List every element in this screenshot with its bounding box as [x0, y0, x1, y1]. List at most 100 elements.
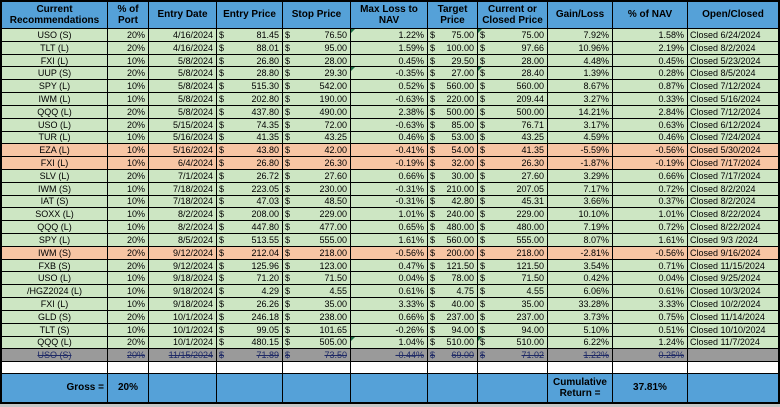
cell-target[interactable]: $69.00 — [428, 349, 478, 363]
cell-entry[interactable]: $41.35 — [217, 131, 283, 145]
cell-entry[interactable]: $246.18 — [217, 310, 283, 324]
cell-gain[interactable]: 7.19% — [548, 221, 613, 234]
cell-ticker[interactable]: QQQ (L) — [2, 105, 108, 119]
cell-port[interactable]: 20% — [108, 349, 149, 363]
cell-date[interactable]: 9/18/2024 — [149, 272, 217, 286]
cell-gain[interactable]: 1.39% — [548, 67, 613, 81]
cell-ticker[interactable]: SOXX (L) — [2, 208, 108, 222]
cell-nav[interactable]: 0.72% — [613, 182, 688, 196]
empty-cell[interactable] — [548, 362, 613, 374]
cell-port[interactable]: 10% — [108, 54, 149, 68]
cell-nav[interactable]: 0.87% — [613, 80, 688, 94]
cell-date[interactable]: 9/12/2024 — [149, 246, 217, 260]
cell-date[interactable]: 10/1/2024 — [149, 336, 217, 350]
cell-closed[interactable]: $4.55 — [478, 285, 548, 299]
cell-status[interactable]: Closed 8/2/2024 — [688, 195, 778, 209]
cell-stop[interactable]: $190.00 — [283, 93, 351, 106]
cell-closed[interactable]: $28.00 — [478, 54, 548, 68]
cell-target[interactable]: $40.00 — [428, 298, 478, 311]
cell-entry[interactable]: $99.05 — [217, 323, 283, 337]
cell-entry[interactable]: $28.80 — [217, 67, 283, 81]
footer-cell-max_loss[interactable] — [351, 374, 428, 402]
cell-gain[interactable]: -5.59% — [548, 144, 613, 158]
cell-ticker[interactable]: IWM (S) — [2, 182, 108, 196]
cell-max_loss[interactable]: -0.63% — [351, 118, 428, 132]
empty-cell[interactable] — [351, 362, 428, 374]
cell-gain[interactable]: 7.92% — [548, 29, 613, 42]
cell-closed[interactable]: $45.31 — [478, 195, 548, 209]
cell-closed[interactable]: $237.00 — [478, 310, 548, 324]
cell-ticker[interactable]: SLV (L) — [2, 169, 108, 183]
cell-entry[interactable]: $88.01 — [217, 41, 283, 55]
cell-nav[interactable]: 0.37% — [613, 195, 688, 209]
cell-status[interactable]: Closed 8/2/2024 — [688, 41, 778, 55]
cell-max_loss[interactable]: -0.31% — [351, 195, 428, 209]
cell-closed[interactable]: $560.00 — [478, 80, 548, 94]
cell-port[interactable]: 20% — [108, 234, 149, 247]
cell-port[interactable]: 10% — [108, 93, 149, 106]
cell-target[interactable]: $75.00 — [428, 29, 478, 42]
cell-closed[interactable]: $555.00 — [478, 234, 548, 247]
footer-cell-ticker[interactable]: Gross = — [2, 374, 108, 402]
cell-max_loss[interactable]: -0.31% — [351, 182, 428, 196]
cell-date[interactable]: 5/8/2024 — [149, 67, 217, 81]
header-status[interactable]: Open/Closed — [688, 2, 778, 29]
cell-status[interactable]: Closed 9/25/2024 — [688, 272, 778, 286]
cell-status[interactable]: Closed 11/14/2024 — [688, 310, 778, 324]
cell-date[interactable]: 5/16/2024 — [149, 131, 217, 145]
cell-stop[interactable]: $95.00 — [283, 41, 351, 55]
header-entry[interactable]: Entry Price — [217, 2, 283, 29]
cell-port[interactable]: 10% — [108, 285, 149, 299]
cell-entry[interactable]: $71.20 — [217, 272, 283, 286]
cell-gain[interactable]: 3.17% — [548, 118, 613, 132]
cell-port[interactable]: 10% — [108, 131, 149, 145]
cell-ticker[interactable]: TLT (S) — [2, 323, 108, 337]
cell-stop[interactable]: $26.30 — [283, 157, 351, 170]
cell-nav[interactable]: 0.28% — [613, 67, 688, 81]
cell-stop[interactable]: $48.50 — [283, 195, 351, 209]
cell-target[interactable]: $32.00 — [428, 157, 478, 170]
cell-status[interactable]: Closed 9/3 /2024 — [688, 234, 778, 247]
cell-status[interactable] — [688, 349, 778, 363]
cell-date[interactable]: 5/8/2024 — [149, 105, 217, 119]
cell-ticker[interactable]: USO (S) — [2, 29, 108, 42]
cell-closed[interactable]: $209.44 — [478, 93, 548, 106]
cell-status[interactable]: Closed 9/16/2024 — [688, 246, 778, 260]
cell-nav[interactable]: 0.45% — [613, 54, 688, 68]
cell-target[interactable]: $510.00 — [428, 336, 478, 350]
empty-cell[interactable] — [217, 362, 283, 374]
empty-cell[interactable] — [688, 362, 778, 374]
cell-gain[interactable]: 10.10% — [548, 208, 613, 222]
cell-nav[interactable]: 1.24% — [613, 336, 688, 350]
cell-stop[interactable]: $35.00 — [283, 298, 351, 311]
cell-closed[interactable]: $510.00 — [478, 336, 548, 350]
header-gain[interactable]: Gain/Loss — [548, 2, 613, 29]
cell-ticker[interactable]: TUR (L) — [2, 131, 108, 145]
header-ticker[interactable]: Current Recommendations — [2, 2, 108, 29]
cell-date[interactable]: 5/8/2024 — [149, 80, 217, 94]
cell-target[interactable]: $210.00 — [428, 182, 478, 196]
cell-entry[interactable]: $4.29 — [217, 285, 283, 299]
cell-closed[interactable]: $26.30 — [478, 157, 548, 170]
cell-nav[interactable]: 0.71% — [613, 259, 688, 273]
footer-cell-status[interactable] — [688, 374, 778, 402]
cell-port[interactable]: 10% — [108, 80, 149, 94]
cell-stop[interactable]: $43.25 — [283, 131, 351, 145]
cell-entry[interactable]: $43.80 — [217, 144, 283, 158]
footer-cell-nav[interactable]: 37.81% — [613, 374, 688, 402]
cell-entry[interactable]: $71.89 — [217, 349, 283, 363]
cell-nav[interactable]: 0.61% — [613, 285, 688, 299]
cell-stop[interactable]: $505.00 — [283, 336, 351, 350]
empty-cell[interactable] — [108, 362, 149, 374]
header-port[interactable]: % of Port — [108, 2, 149, 29]
cell-stop[interactable]: $4.55 — [283, 285, 351, 299]
cell-stop[interactable]: $73.50 — [283, 349, 351, 363]
cell-closed[interactable]: $121.50 — [478, 259, 548, 273]
cell-stop[interactable]: $28.00 — [283, 54, 351, 68]
cell-target[interactable]: $100.00 — [428, 41, 478, 55]
footer-cell-port[interactable]: 20% — [108, 374, 149, 402]
cell-port[interactable]: 10% — [108, 144, 149, 158]
cell-ticker[interactable]: UUP (S) — [2, 67, 108, 81]
cell-gain[interactable]: 33.28% — [548, 298, 613, 311]
cell-target[interactable]: $560.00 — [428, 80, 478, 94]
